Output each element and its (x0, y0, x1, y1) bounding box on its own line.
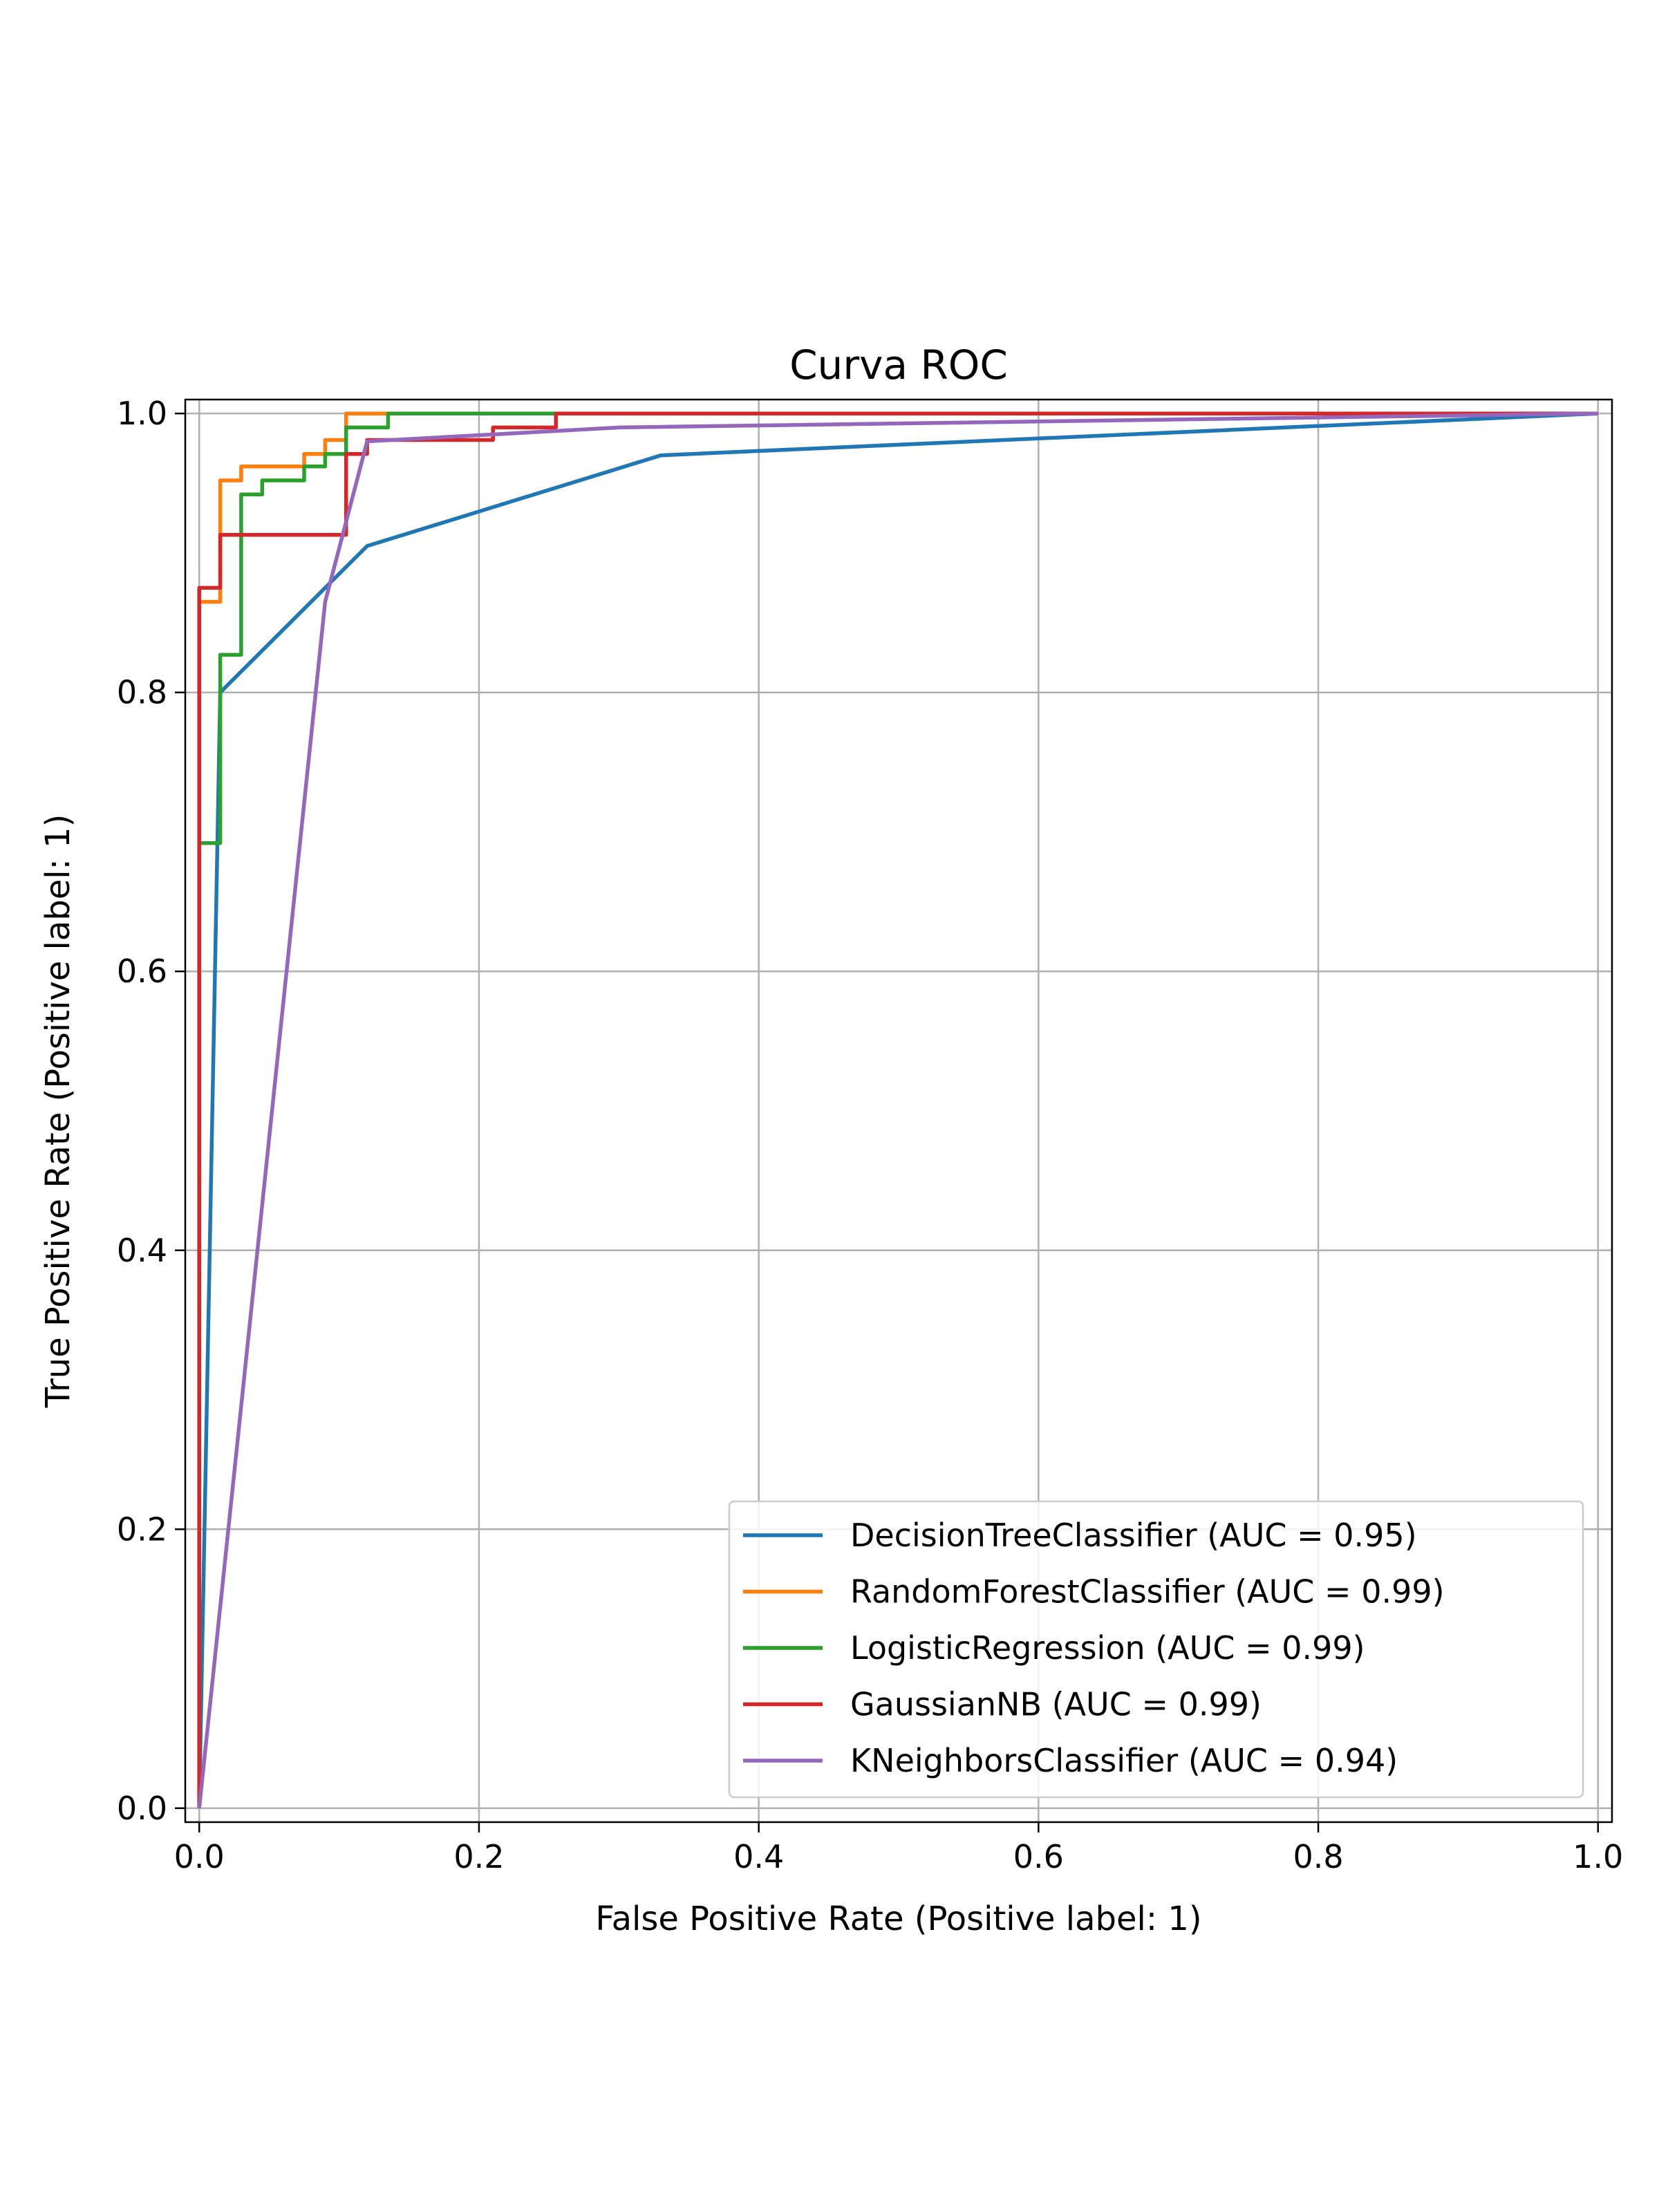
legend-label-1: DecisionTreeClassifier (AUC = 0.95) (850, 1517, 1417, 1554)
legend-label-3: LogisticRegression (AUC = 0.99) (850, 1629, 1365, 1667)
legend-label-4: GaussianNB (AUC = 0.99) (850, 1686, 1262, 1723)
series-lines (197, 411, 1598, 1809)
axis-ticks: 0.0 0.2 0.4 0.6 0.8 1.0 0.0 0.2 0.4 0.6 0.8 1.0 (117, 395, 1623, 1875)
y-tick-label: 0.4 (117, 1232, 167, 1269)
x-tick-label: 0.4 (733, 1838, 784, 1875)
y-axis-label: True Positive Rate (Positive label: 1) (39, 814, 77, 1409)
legend-box (728, 1500, 1584, 1799)
series-line-4 (197, 411, 1598, 1808)
y-tick-label: 0.2 (117, 1510, 167, 1548)
legend-label-5: KNeighborsClassifier (AUC = 0.94) (850, 1742, 1398, 1779)
y-tick-label: 0.8 (117, 674, 167, 711)
series-line-5 (197, 411, 1598, 1809)
x-tick-label: 0.2 (453, 1838, 504, 1875)
series-line-3 (197, 411, 1598, 1808)
x-tick-label: 1.0 (1573, 1838, 1623, 1875)
x-axis-label: False Positive Rate (Positive label: 1) (595, 1900, 1201, 1938)
legend-label-2: RandomForestClassifier (AUC = 0.99) (850, 1573, 1445, 1611)
y-tick-label: 1.0 (117, 395, 167, 432)
series-line-1 (197, 411, 1598, 1808)
chart-title: Curva ROC (789, 341, 1008, 388)
y-tick-label: 0.0 (117, 1790, 167, 1827)
legend: DecisionTreeClassifier (AUC = 0.95) Rando… (728, 1500, 1584, 1799)
x-tick-label: 0.8 (1293, 1838, 1343, 1875)
plot-frame (184, 398, 1613, 1824)
x-tick-label: 0.0 (174, 1838, 225, 1875)
x-tick-label: 0.6 (1013, 1838, 1064, 1875)
y-tick-label: 0.6 (117, 953, 167, 990)
